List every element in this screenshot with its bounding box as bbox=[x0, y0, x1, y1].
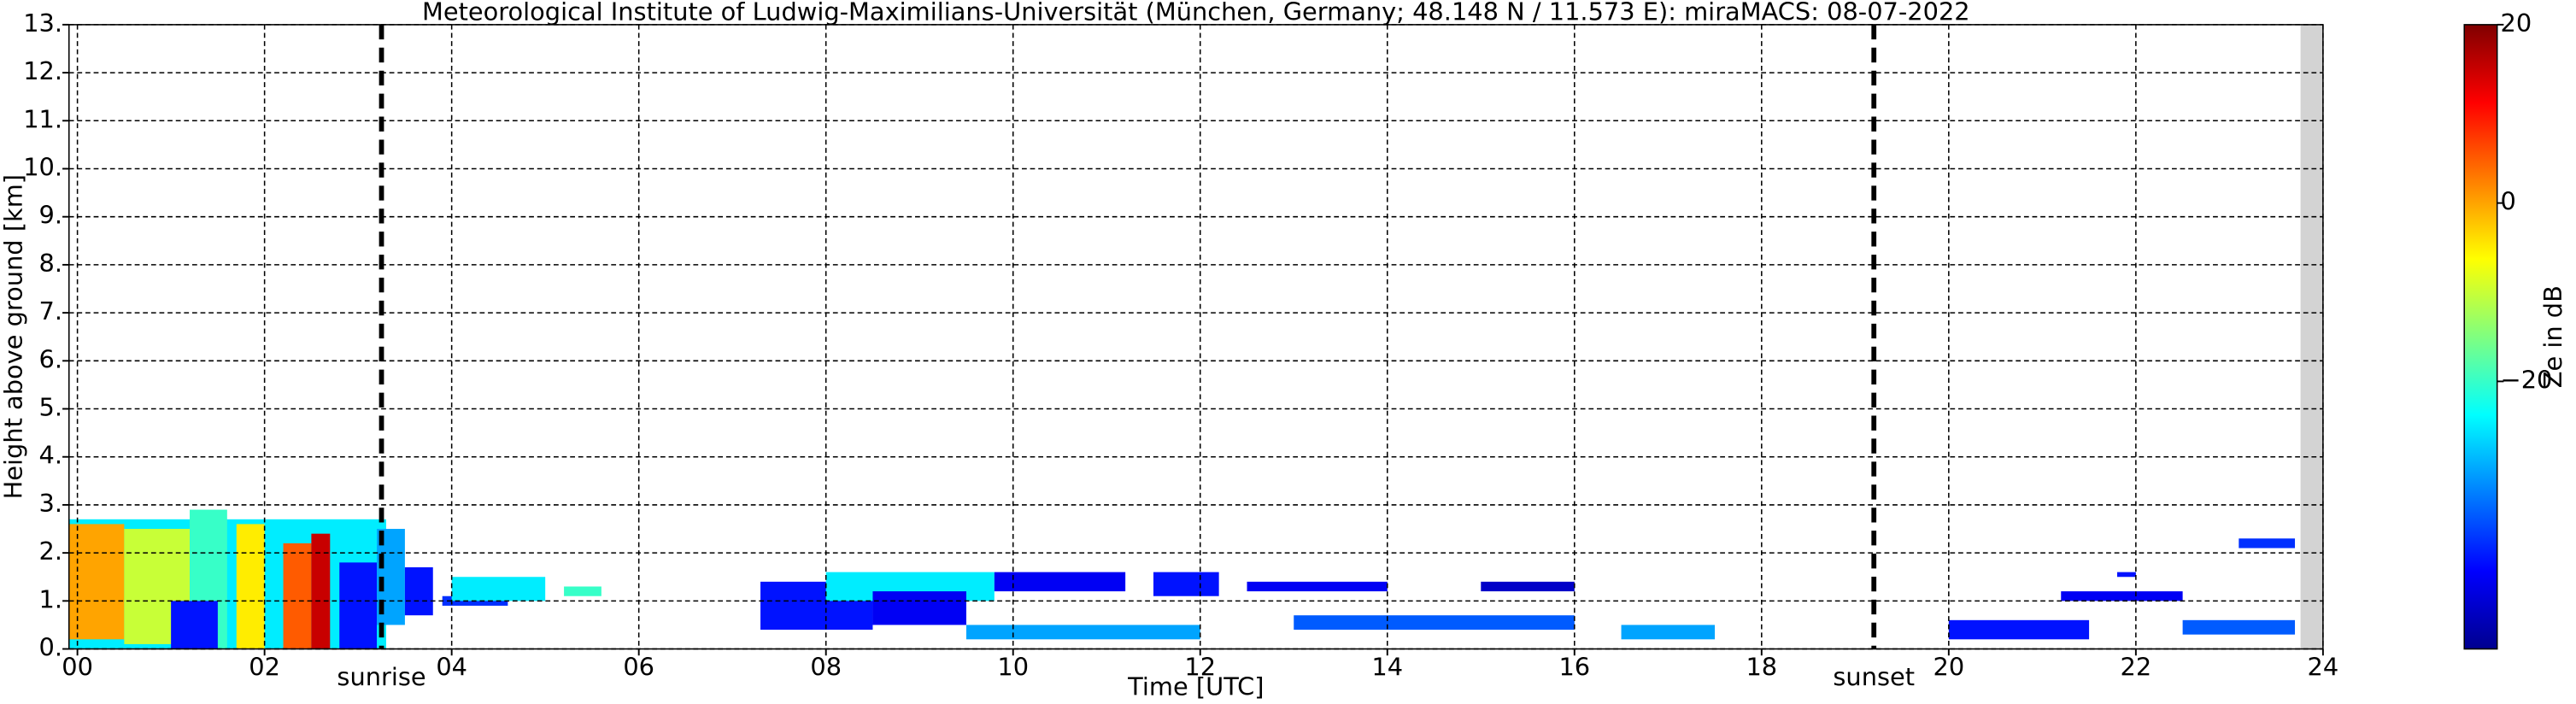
colorbar-tick-label: −20 bbox=[2501, 365, 2553, 394]
echo bbox=[451, 577, 546, 601]
echo bbox=[872, 591, 966, 625]
echo bbox=[339, 562, 378, 649]
x-tick-label: 02 bbox=[249, 653, 280, 682]
plot-area: 00 02 04 06 08 10 12 14 16 18 20 22 24 0. 1. 2. 3. 4. 5. 6.… bbox=[23, 9, 2338, 691]
y-tick-label: 1. bbox=[39, 584, 63, 613]
echo bbox=[283, 543, 312, 649]
y-tick-label: 9. bbox=[39, 201, 63, 230]
chart-title: Meteorological Institute of Ludwig-Maxim… bbox=[422, 0, 1970, 26]
echo bbox=[564, 586, 601, 596]
annotation-label: sunrise bbox=[337, 662, 425, 691]
x-tick-label: 16 bbox=[1558, 653, 1590, 682]
y-tick-label: 10. bbox=[23, 152, 62, 181]
echo bbox=[68, 524, 125, 640]
echo bbox=[2116, 572, 2136, 578]
x-tick-label: 10 bbox=[997, 653, 1029, 682]
y-tick-label: 8. bbox=[39, 249, 63, 278]
echo bbox=[2061, 591, 2183, 601]
x-tick-label: 12 bbox=[1184, 653, 1216, 682]
echo bbox=[311, 533, 331, 649]
colorbar-tick-label: 20 bbox=[2501, 9, 2532, 38]
y-tick-label: 12. bbox=[23, 56, 62, 85]
echo bbox=[236, 524, 265, 649]
echo bbox=[1153, 572, 1219, 596]
y-tick-label: 13. bbox=[23, 9, 62, 38]
x-tick-label: 04 bbox=[436, 653, 467, 682]
y-tick-label: 6. bbox=[39, 344, 63, 373]
echo bbox=[1948, 619, 2090, 640]
y-tick-label: 4. bbox=[39, 441, 63, 470]
y-tick-label: 0. bbox=[39, 633, 63, 662]
y-tick-label: 3. bbox=[39, 489, 63, 518]
y-tick-label: 5. bbox=[39, 393, 63, 422]
y-tick-label: 2. bbox=[39, 537, 63, 566]
echo bbox=[1481, 581, 1575, 592]
echo bbox=[2239, 538, 2296, 549]
y-axis-label: Height above ground [km] bbox=[0, 174, 27, 499]
x-tick-label: 08 bbox=[810, 653, 842, 682]
annotation-label: sunset bbox=[1833, 662, 1915, 691]
echo bbox=[171, 601, 218, 649]
x-tick-label: 00 bbox=[62, 653, 93, 682]
y-tick-label: 11. bbox=[23, 104, 62, 133]
x-axis-label: Time [UTC] bbox=[1127, 672, 1264, 701]
x-tick-label: 20 bbox=[1933, 653, 1964, 682]
no-data-region bbox=[2300, 24, 2323, 649]
x-tick-label: 06 bbox=[623, 653, 654, 682]
echo bbox=[1294, 615, 1575, 631]
echo bbox=[2182, 619, 2296, 635]
x-tick-label: 18 bbox=[1746, 653, 1777, 682]
echo bbox=[965, 625, 1200, 640]
echo bbox=[994, 572, 1126, 592]
colorbar-tick-label: 0 bbox=[2501, 187, 2516, 216]
echo bbox=[1247, 581, 1388, 592]
echo bbox=[1621, 625, 1716, 640]
y-tick-label: 7. bbox=[39, 296, 63, 326]
plot-frame bbox=[67, 24, 2324, 650]
x-tick-label: 22 bbox=[2121, 653, 2152, 682]
x-tick-label: 24 bbox=[2308, 653, 2339, 682]
colorbar-label: Ze in dB bbox=[2538, 285, 2567, 388]
colorbar bbox=[2463, 24, 2498, 650]
echo bbox=[404, 567, 433, 616]
x-tick-label: 14 bbox=[1371, 653, 1403, 682]
